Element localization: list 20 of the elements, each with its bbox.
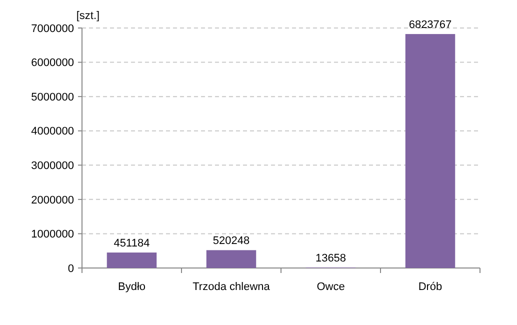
data-label: 13658 [315,252,346,265]
bar [106,252,157,268]
y-tick-label: 7000000 [31,22,74,35]
data-label: 520248 [212,235,250,248]
y-tick-label: 4000000 [31,126,74,138]
data-label: 451184 [114,238,150,250]
y-axis-title: [szt.] [76,10,100,22]
bar [206,250,256,268]
bar [405,34,456,268]
y-tick-label: 3000000 [31,160,74,172]
x-tick-label: Bydło [118,281,146,293]
y-tick-label: 2000000 [31,194,74,206]
y-tick-label: 6000000 [31,57,74,70]
x-tick-label: Trzoda chlewna [192,281,271,293]
y-tick-label: 1000000 [31,228,74,241]
data-label: 6823767 [408,19,452,32]
x-tick-label: Owce [316,281,345,293]
y-tick-label: 0 [68,262,74,275]
x-tick-label: Drób [418,281,442,293]
y-tick-label: 5000000 [31,91,74,104]
